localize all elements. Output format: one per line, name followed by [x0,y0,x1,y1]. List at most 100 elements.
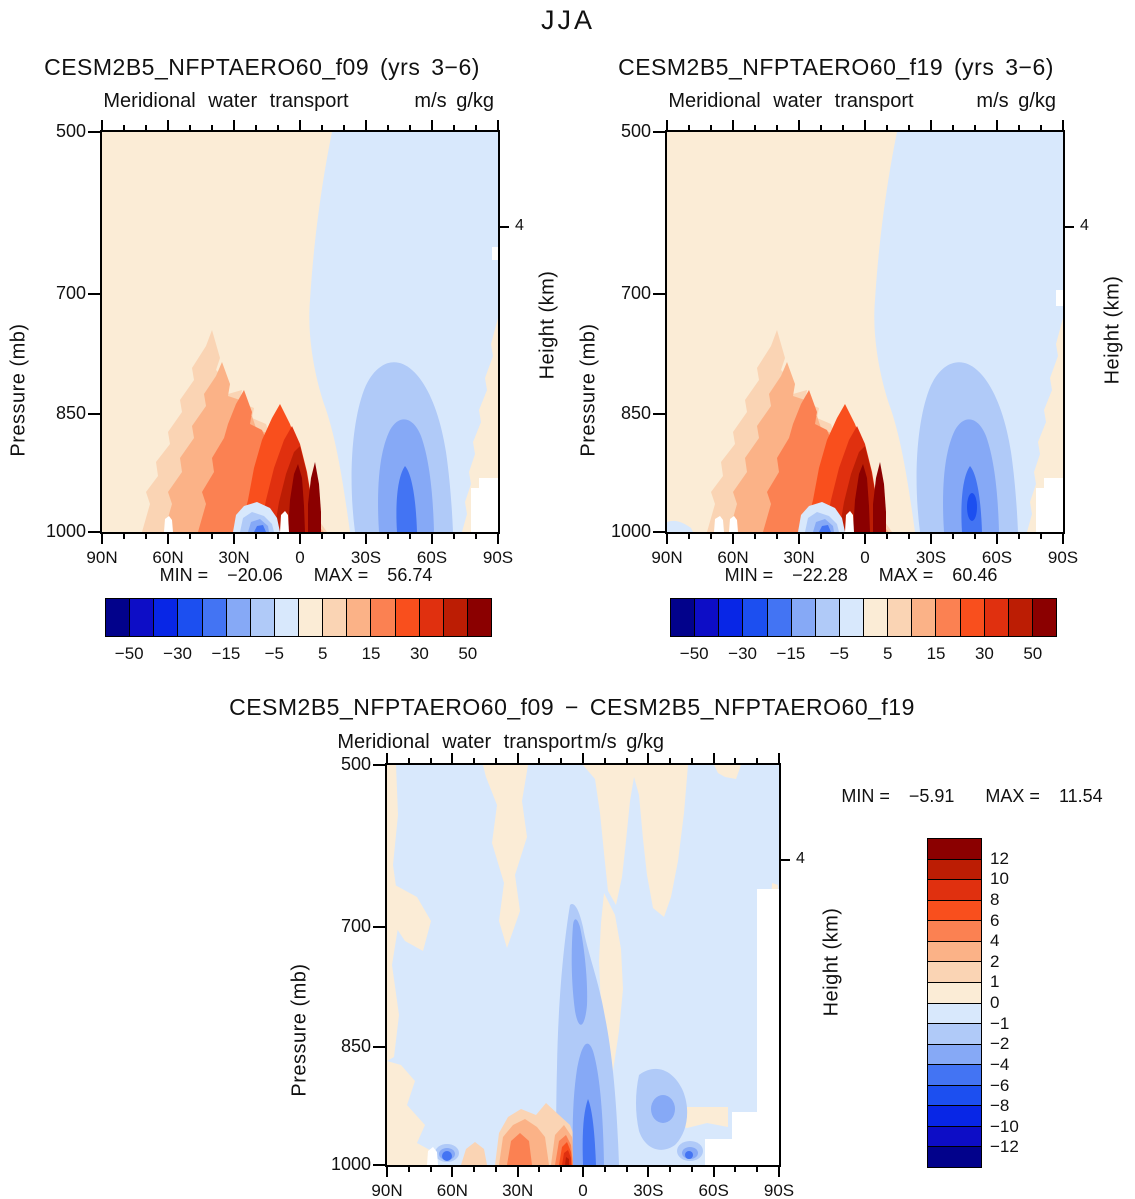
axis-tick [886,125,888,130]
axis-tick [952,534,954,539]
colorbar-cell [322,599,347,636]
axis-tick [908,125,910,130]
axis-tick [88,131,100,133]
colorbar-cell [1007,599,1032,636]
y-tick-label: 500 [340,754,371,774]
axis-tick [820,534,822,539]
axis-tick [497,534,499,544]
axis-tick [1018,534,1020,539]
axis-tick [373,926,385,928]
colorbar-label: 50 [1023,644,1043,663]
colorbar-cell [694,599,719,636]
x-tick-label: 60S [698,1181,729,1199]
colorbar-cell [718,599,743,636]
axis-tick [387,125,389,130]
x-tick-label: 90N [371,1181,403,1199]
x-tick-label: 90S [763,1181,795,1199]
axis-tick [710,534,712,539]
y-tick-label: 1000 [330,1154,371,1174]
axis-tick [189,125,191,130]
height-axis-label-f19: Height (km) [1101,275,1124,385]
axis-tick [500,226,509,228]
colorbar-label: −4 [990,1054,1010,1074]
colorbar-cell [863,599,888,636]
axis-tick [952,125,954,130]
band-neg6-4-dot [685,1151,693,1159]
axis-tick [690,1167,693,1172]
axis-tick [145,534,147,539]
axis-tick [996,534,998,544]
axis-tick [756,758,759,763]
colorbar-label: −8 [990,1096,1010,1116]
axis-tick [211,125,213,130]
axis-tick [189,534,191,539]
colorbar-cell [671,599,695,636]
axis-tick [88,531,100,533]
axis-tick [277,534,279,539]
colorbar-cell [418,599,443,636]
axis-tick [145,125,147,130]
axis-tick [732,120,734,130]
pressure-axis-label-f19: Pressure (mb) [577,323,600,457]
colorbar-cell [928,940,981,962]
axis-tick [688,125,690,130]
colorbar-cell [466,599,491,636]
terrain-sliver-90s [492,247,498,260]
panel-f09-title: CESM2B5_NFPTAERO60_f09 (yrs 3−6) [44,54,480,80]
colorbar-cell [129,599,154,636]
axis-tick [516,753,519,763]
colorbar-label: 15 [361,644,381,663]
axis-tick [603,758,606,763]
axis-tick [343,534,345,539]
axis-tick [429,758,432,763]
colorbar-cell [225,599,250,636]
x-tick-label: 60N [436,1181,468,1199]
axis-tick [1018,125,1020,130]
colorbar-cell [838,599,863,636]
max-value: 56.74 [387,565,433,585]
contour-plot-f19: 90N 60N 30N 0 30S 60S 90S 500 700 850 1000 4 [611,120,1089,567]
axis-tick [653,131,665,133]
panel-f19-title: CESM2B5_NFPTAERO60_f19 (yrs 3−6) [618,54,1054,80]
colorbar-cell [928,1146,981,1167]
axis-tick [431,534,433,544]
axis-tick [277,125,279,130]
colorbar-cell [928,1064,981,1085]
axis-tick [820,125,822,130]
contour-plot-diff: 90N 60N 30N 0 30S 60S 90S 500 700 850 1000 4 [331,753,805,1199]
colorbar-label: 5 [882,644,893,663]
patch-0-1 [387,765,400,1061]
axis-tick [930,120,932,130]
colorbar-label: 15 [926,644,946,663]
panel-f09-subtitle: Meridional water transport [103,90,349,112]
axis-tick [712,753,715,763]
axis-tick [688,534,690,539]
min-value: −22.28 [792,565,848,585]
axis-tick [88,413,100,415]
stats-f09: MIN = −20.06 MAX = 56.74 [160,565,433,586]
terrain-stairs-antarctic [705,889,779,1165]
axis-tick [233,534,235,544]
colorbar-label: −6 [990,1075,1010,1095]
axis-tick [1040,125,1042,130]
axis-tick [255,534,257,539]
band-neg4-2-spot [651,1095,675,1123]
axis-tick [473,758,476,763]
axis-tick [453,534,455,539]
terrain-sliver-90s [1056,290,1063,306]
axis-tick [842,534,844,539]
max-label: MAX = [878,565,934,585]
axis-tick [88,293,100,295]
band-neg4-2-finger [571,919,588,1025]
colorbar-label: 30 [974,644,994,663]
colorbar-cell [928,1002,981,1024]
x-tick-label: 30S [350,548,382,567]
axis-tick [647,753,650,763]
axis-tick [778,1167,780,1177]
height-axis-label-diff: Height (km) [820,907,843,1017]
axis-tick [756,1167,759,1172]
pressure-axis-label-diff: Pressure (mb) [288,963,311,1097]
axis-tick [475,125,477,130]
axis-tick [429,1167,432,1172]
max-value: 60.46 [952,565,998,585]
